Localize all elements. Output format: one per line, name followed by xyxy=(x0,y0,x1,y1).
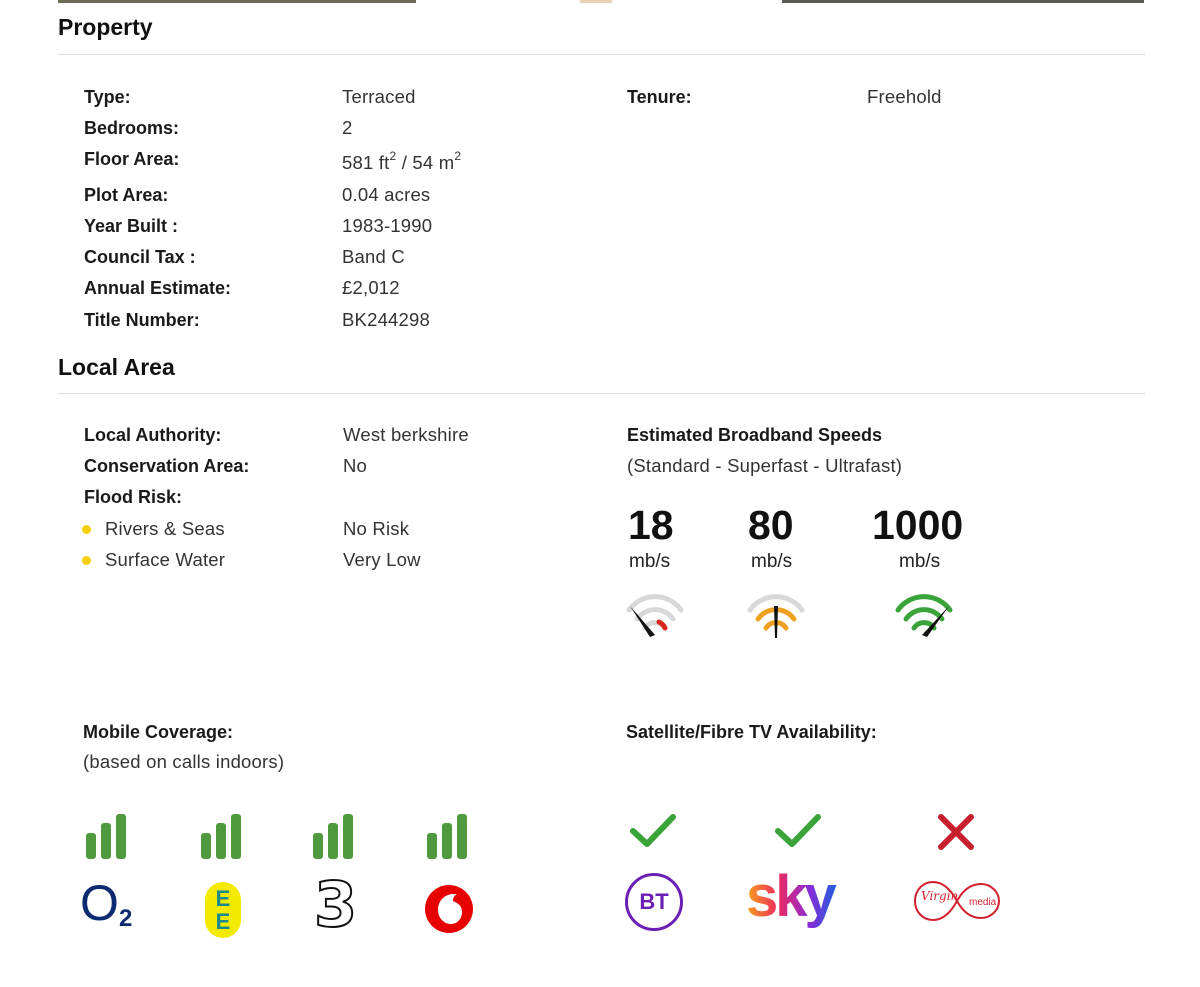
svg-text:sky: sky xyxy=(746,868,837,929)
o2-logo: O 2 xyxy=(80,875,133,932)
tenure-label: Tenure: xyxy=(627,87,692,107)
rivers-seas-label: Rivers & Seas xyxy=(105,518,225,539)
speed-standard-value: 18 xyxy=(628,502,674,548)
tv-availability-title: Satellite/Fibre TV Availability: xyxy=(626,722,877,742)
speed-ultrafast-unit: mb/s xyxy=(899,551,941,572)
local-authority-value: West berkshire xyxy=(343,424,469,445)
annual-estimate-label: Annual Estimate: xyxy=(84,278,232,298)
conservation-area-label: Conservation Area: xyxy=(84,456,250,476)
signal-bars-icon xyxy=(313,814,353,859)
speedometer-high-icon xyxy=(895,594,953,637)
bedrooms-label: Bedrooms: xyxy=(84,118,180,138)
three-logo: 3 xyxy=(313,867,358,942)
title-number-value: BK244298 xyxy=(342,309,431,330)
council-tax-label: Council Tax : xyxy=(84,247,196,267)
title-number-label: Title Number: xyxy=(84,310,200,330)
year-built-value: 1983-1990 xyxy=(342,215,433,236)
annual-estimate-value: £2,012 xyxy=(342,277,400,298)
rivers-seas-value: No Risk xyxy=(343,518,410,539)
mobile-coverage-title: Mobile Coverage: xyxy=(83,722,234,742)
speed-superfast-unit: mb/s xyxy=(751,551,793,572)
local-authority-label: Local Authority: xyxy=(84,425,222,445)
speedometer-medium-icon xyxy=(747,594,805,638)
surface-water-label: Surface Water xyxy=(105,549,226,570)
speed-ultrafast-value: 1000 xyxy=(872,502,964,548)
bt-logo: BT xyxy=(625,873,683,931)
council-tax-value: Band C xyxy=(342,246,405,267)
signal-bars-icon xyxy=(86,814,126,859)
type-value: Terraced xyxy=(342,86,416,107)
bullet-dot-icon xyxy=(82,556,91,565)
local-area-divider xyxy=(58,393,1145,394)
speed-superfast-value: 80 xyxy=(748,502,794,548)
floor-area-label: Floor Area: xyxy=(84,149,180,169)
svg-text:media: media xyxy=(969,897,997,908)
broadband-title: Estimated Broadband Speeds xyxy=(627,425,883,445)
plot-area-value: 0.04 acres xyxy=(342,184,431,205)
bullet-dot-icon xyxy=(82,525,91,534)
check-icon xyxy=(775,814,821,847)
speedometer-low-icon xyxy=(626,594,684,637)
local-area-heading: Local Area xyxy=(58,354,175,380)
surface-water-value: Very Low xyxy=(343,549,421,570)
svg-text:Virgin: Virgin xyxy=(921,889,958,903)
bedrooms-value: 2 xyxy=(342,117,353,138)
vodafone-logo xyxy=(425,885,473,933)
property-heading: Property xyxy=(58,14,153,40)
cross-icon xyxy=(938,814,974,850)
ee-logo: E E xyxy=(205,882,241,938)
virgin-media-logo: Virgin media xyxy=(913,880,1001,922)
conservation-area-value: No xyxy=(343,455,368,476)
check-icon xyxy=(630,814,676,847)
signal-bars-icon xyxy=(201,814,241,859)
speed-standard-unit: mb/s xyxy=(629,551,671,572)
broadband-subtitle: (Standard - Superfast - Ultrafast) xyxy=(627,455,903,476)
floor-area-value: 581 ft2 / 54 m2 xyxy=(342,149,462,174)
flood-risk-label: Flood Risk: xyxy=(84,487,182,507)
property-divider xyxy=(58,54,1145,55)
plot-area-label: Plot Area: xyxy=(84,185,169,205)
sky-logo: sky xyxy=(746,868,840,929)
type-label: Type: xyxy=(84,87,131,107)
year-built-label: Year Built : xyxy=(84,216,179,236)
signal-bars-icon xyxy=(427,814,467,859)
mobile-coverage-subtitle: (based on calls indoors) xyxy=(83,751,285,772)
tenure-value: Freehold xyxy=(867,86,942,107)
